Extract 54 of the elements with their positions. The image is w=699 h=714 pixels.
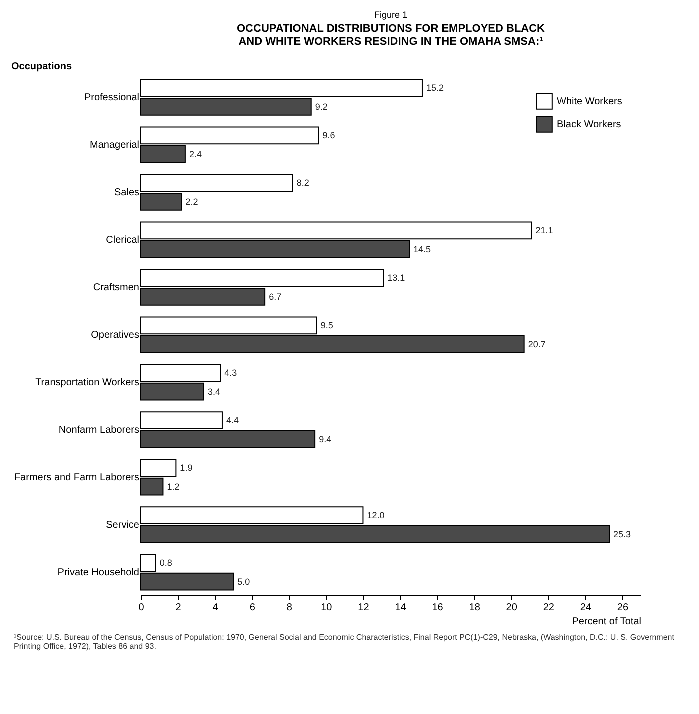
y-tick-label: Operatives <box>91 330 140 341</box>
text: 25.3 <box>614 529 632 540</box>
y-tick-label: Farmers and Farm Laborers <box>14 472 140 484</box>
text: 14.5 <box>414 244 432 254</box>
y-tick-label: Nonfarm Laborers <box>58 424 140 436</box>
x-tick-label: 12 <box>358 602 370 614</box>
text: 13.1 <box>388 273 406 284</box>
text: 9.4 <box>319 434 332 444</box>
text: 2.4 <box>189 149 202 160</box>
x-axis-title: Percent of Total <box>572 616 642 628</box>
x-tick-label: 6 <box>250 602 256 614</box>
text: 6.7 <box>269 292 282 302</box>
text: 9.6 <box>322 130 336 141</box>
x-tick-label: 8 <box>286 602 293 614</box>
x-tick-label: 4 <box>212 602 219 614</box>
text: 15.2 <box>426 83 444 94</box>
text: 20.7 <box>528 339 546 350</box>
y-axis-title: Occupations <box>12 62 73 72</box>
y-tick-label: Craftsmen <box>93 282 140 294</box>
y-tick-label: Transportation Workers <box>36 377 140 388</box>
text: 21.1 <box>536 226 554 236</box>
text: 4.4 <box>226 416 239 426</box>
y-tick-label: Clerical <box>106 235 140 246</box>
x-tick-label: 18 <box>469 602 481 614</box>
text: 12.0 <box>367 510 385 521</box>
text: 0.8 <box>160 558 172 568</box>
legend-label: Black Workers <box>557 120 622 130</box>
x-tick-label: 26 <box>617 602 629 614</box>
x-tick-label: 2 <box>176 602 182 614</box>
chart-subtitle: OCCUPATIONAL DISTRIBUTIONS FOR EMPLOYED BLACK AND WHITE WORKERS RESIDING IN THE OMAHA SMSA:¹ <box>237 23 546 48</box>
text: 3.4 <box>208 386 220 397</box>
text: 9.5 <box>320 320 334 331</box>
x-tick-label: 14 <box>395 602 407 614</box>
text: 1.9 <box>180 463 193 474</box>
text: 1.2 <box>167 482 180 492</box>
text: 5.0 <box>238 576 250 587</box>
y-tick-label: Private Household <box>58 567 140 578</box>
chart-title: Figure 1 <box>374 10 408 20</box>
x-tick-label: 10 <box>321 602 333 614</box>
text: 2.2 <box>186 196 198 207</box>
y-tick-label: Managerial <box>90 140 140 152</box>
x-tick-label: 20 <box>506 602 518 614</box>
text: ¹Source: U.S. Bureau of the Census, Census of Population: 1970, General Social and Economic Characteristics, Final Report PC(1)-C29, Nebraska, (Washington, D.C.: U. S. Government Printing Office, 1972), Tables 86 and 93. <box>14 633 676 651</box>
x-tick-label: 22 <box>543 602 555 614</box>
text: 8.2 <box>296 178 310 188</box>
y-tick-label: Sales <box>114 188 140 199</box>
y-tick-label: Service <box>106 520 140 531</box>
text: 4.3 <box>224 368 238 378</box>
x-tick-label: 24 <box>580 602 592 614</box>
x-tick-label: 16 <box>432 602 444 614</box>
x-tick-label: 0 <box>138 602 145 614</box>
y-tick-label: Professional <box>84 92 140 104</box>
legend-label: White Workers <box>557 96 622 108</box>
text: 9.2 <box>315 102 328 112</box>
